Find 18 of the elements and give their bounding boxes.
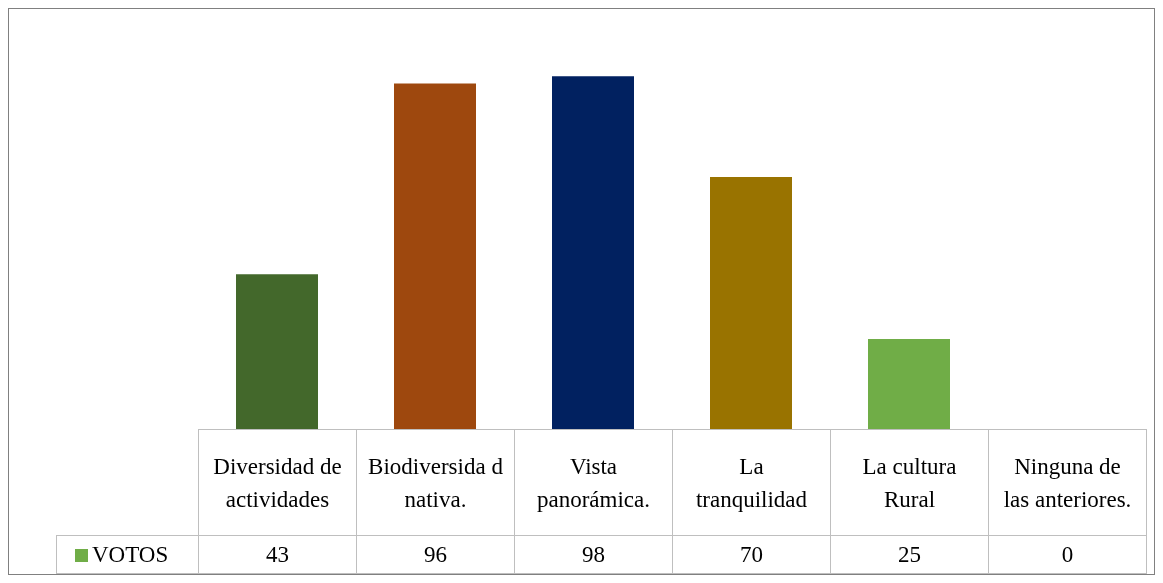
bar <box>868 339 950 429</box>
data-label: 25 <box>830 535 989 574</box>
x-tick-label: La cultura Rural <box>830 429 989 536</box>
x-tick-label: Biodiversida d nativa. <box>356 429 515 536</box>
data-label: 43 <box>198 535 357 574</box>
data-label: 70 <box>672 535 831 574</box>
x-tick-label: La tranquilidad <box>672 429 831 536</box>
data-label: 98 <box>514 535 673 574</box>
x-tick-label: Ninguna de las anteriores. <box>988 429 1147 536</box>
data-label: 96 <box>356 535 515 574</box>
x-tick-label: Vista panorámica. <box>514 429 673 536</box>
bar <box>710 177 792 429</box>
legend-label: VOTOS <box>56 535 199 574</box>
data-label: 0 <box>988 535 1147 574</box>
bar <box>236 274 318 429</box>
bar <box>394 83 476 429</box>
x-tick-label: Diversidad de actividades <box>198 429 357 536</box>
bar <box>552 76 634 429</box>
